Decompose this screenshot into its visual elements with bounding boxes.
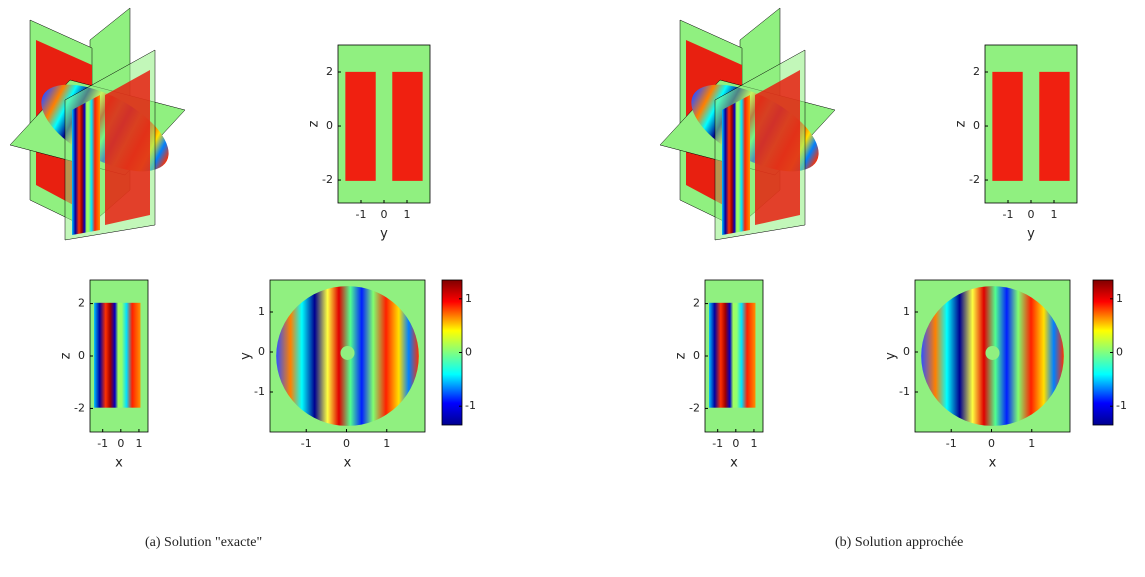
x-tick-label: -1	[712, 437, 723, 450]
slice	[72, 95, 100, 235]
y-axis-label: z	[954, 120, 969, 127]
y-tick-label: -1	[254, 385, 265, 398]
y-tick-label: 0	[326, 119, 333, 132]
y-tick-label: 1	[258, 305, 265, 318]
x-tick-label: 1	[135, 437, 142, 450]
y-tick-label: -2	[322, 173, 333, 186]
y-tick-label: 2	[326, 65, 333, 78]
x-tick-label: 1	[1028, 437, 1035, 450]
x-tick-label: 1	[1051, 208, 1058, 221]
y-tick-label: 2	[973, 65, 980, 78]
axes-frame	[914, 279, 1071, 433]
x-axis-label: x	[989, 456, 997, 471]
caption: (a) Solution "exacte"	[145, 535, 262, 550]
x-tick-label: -1	[946, 437, 957, 450]
x-tick-label: 0	[117, 437, 124, 450]
y-axis-label: y	[884, 352, 899, 360]
y-tick-label: 0	[78, 349, 85, 362]
x-tick-label: -1	[97, 437, 108, 450]
x-axis-label: x	[115, 456, 123, 471]
colorbar-tick-label: 0	[1116, 346, 1123, 359]
y-axis-label: z	[307, 120, 322, 127]
x-tick-label: 0	[381, 208, 388, 221]
y-tick-label: -2	[689, 401, 700, 414]
y-tick-label: 2	[78, 297, 85, 310]
hole	[340, 345, 355, 360]
x-axis-label: x	[344, 456, 352, 471]
heat	[392, 71, 423, 181]
x-axis-label: y	[1027, 227, 1035, 242]
x-tick-label: 0	[732, 437, 739, 450]
x-axis-label: y	[380, 227, 388, 242]
y-tick-label: 1	[903, 305, 910, 318]
colorbar-tick-label: -1	[465, 399, 476, 412]
colorbar-tick-label: 1	[1116, 292, 1123, 305]
x-tick-label: -1	[1003, 208, 1014, 221]
heat	[1039, 71, 1070, 181]
y-tick-label: 0	[903, 345, 910, 358]
y-tick-label: 2	[693, 297, 700, 310]
heat	[992, 71, 1023, 181]
caption: (b) Solution approchée	[835, 535, 963, 550]
x-tick-label: -1	[356, 208, 367, 221]
slice	[755, 70, 800, 225]
y-axis-label: z	[674, 352, 689, 359]
x-tick-label: 1	[383, 437, 390, 450]
x-tick-label: 0	[1028, 208, 1035, 221]
colorbar-tick-label: 1	[465, 292, 472, 305]
x-tick-label: 1	[750, 437, 757, 450]
y-tick-label: 0	[693, 349, 700, 362]
heat	[345, 71, 376, 181]
y-tick-label: -2	[74, 401, 85, 414]
colorbar-tick-label: -1	[1116, 399, 1127, 412]
y-tick-label: -2	[969, 173, 980, 186]
x-axis-label: x	[730, 456, 738, 471]
heat	[94, 302, 141, 408]
slice	[105, 70, 150, 225]
y-tick-label: -1	[899, 385, 910, 398]
colorbar-tick-label: 0	[465, 346, 472, 359]
heat	[709, 302, 756, 408]
y-tick-label: 0	[973, 119, 980, 132]
y-axis-label: z	[59, 352, 74, 359]
y-axis-label: y	[239, 352, 254, 360]
y-tick-label: 0	[258, 345, 265, 358]
hole	[985, 345, 1000, 360]
x-tick-label: 0	[343, 437, 350, 450]
axes-frame	[269, 279, 426, 433]
x-tick-label: 0	[988, 437, 995, 450]
slice	[722, 95, 750, 235]
x-tick-label: -1	[301, 437, 312, 450]
x-tick-label: 1	[404, 208, 411, 221]
